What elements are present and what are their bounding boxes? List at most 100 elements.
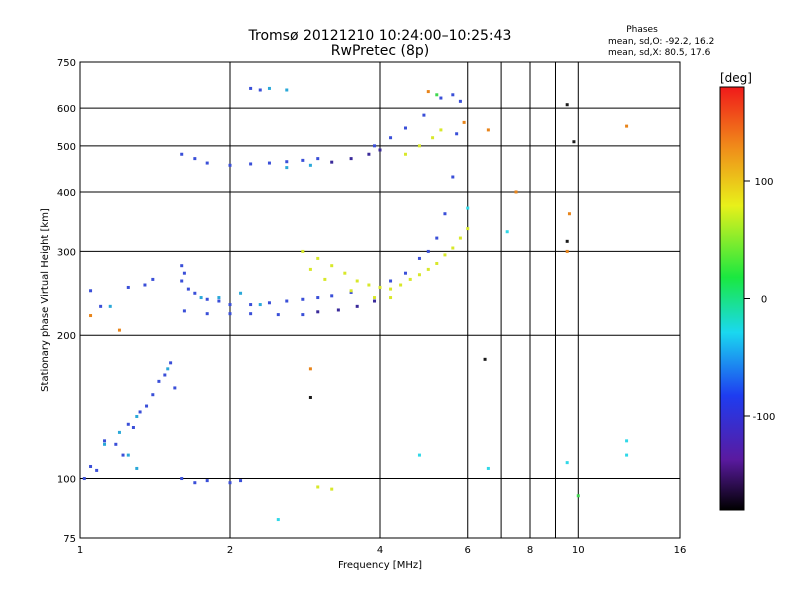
data-point xyxy=(466,206,470,210)
data-point xyxy=(417,144,421,148)
data-point xyxy=(180,477,184,481)
data-point xyxy=(625,439,629,443)
data-point xyxy=(151,393,155,397)
data-point xyxy=(343,271,347,275)
data-point xyxy=(483,357,487,361)
data-point xyxy=(408,277,412,281)
data-point xyxy=(373,299,377,303)
data-point xyxy=(276,313,280,317)
data-point xyxy=(126,453,130,457)
data-point xyxy=(458,236,462,240)
data-point xyxy=(389,279,393,283)
data-point xyxy=(349,289,353,293)
data-point xyxy=(239,479,243,483)
data-point xyxy=(131,425,135,429)
data-point xyxy=(103,439,107,443)
data-point xyxy=(193,481,197,485)
data-point xyxy=(117,430,121,434)
data-point xyxy=(169,361,173,365)
data-point xyxy=(514,190,518,194)
data-point xyxy=(403,271,407,275)
data-point xyxy=(403,152,407,156)
data-point xyxy=(455,132,459,136)
data-point xyxy=(422,113,426,117)
data-point xyxy=(565,103,569,107)
data-point xyxy=(99,304,103,308)
data-point xyxy=(439,128,443,132)
data-point xyxy=(367,283,371,287)
y-tick-label: 500 xyxy=(57,142,76,153)
data-point xyxy=(228,303,232,307)
data-point xyxy=(565,239,569,243)
y-tick-label: 300 xyxy=(57,247,76,258)
data-point xyxy=(378,148,382,152)
data-point xyxy=(316,296,320,300)
data-point xyxy=(126,422,130,426)
data-point xyxy=(301,249,305,253)
data-point xyxy=(301,297,305,301)
data-point xyxy=(308,395,312,399)
colorbar-tick-label: 0 xyxy=(761,295,767,306)
data-point xyxy=(451,246,455,250)
data-point xyxy=(180,152,184,156)
data-point xyxy=(451,93,455,97)
phase-info-x: mean, sd,X: 80.5, 17.6 xyxy=(608,48,711,58)
phase-info-o: mean, sd,O: -92.2, 16.2 xyxy=(608,37,714,47)
data-point xyxy=(143,283,147,287)
data-point xyxy=(285,299,289,303)
data-point xyxy=(285,88,289,92)
data-point xyxy=(301,313,305,317)
data-points xyxy=(82,86,629,522)
data-point xyxy=(389,296,393,300)
data-point xyxy=(138,410,142,414)
data-point xyxy=(367,152,371,156)
data-point xyxy=(121,453,125,457)
data-point xyxy=(267,301,271,305)
data-point xyxy=(466,227,470,231)
data-point xyxy=(217,299,221,303)
data-point xyxy=(308,163,312,167)
data-point xyxy=(316,310,320,314)
data-point xyxy=(199,296,203,300)
data-point xyxy=(435,236,439,240)
data-point xyxy=(417,273,421,277)
data-point xyxy=(285,160,289,164)
data-point xyxy=(316,157,320,161)
data-point xyxy=(458,99,462,103)
data-point xyxy=(451,175,455,179)
colorbar xyxy=(719,86,745,511)
x-tick-label: 2 xyxy=(227,545,233,556)
data-point xyxy=(486,466,490,470)
grid-lines xyxy=(79,61,681,539)
data-point xyxy=(349,157,353,161)
data-point xyxy=(355,304,359,308)
data-point xyxy=(378,285,382,289)
data-point xyxy=(95,468,99,472)
data-point xyxy=(565,461,569,465)
data-point xyxy=(205,297,209,301)
data-point xyxy=(205,312,209,316)
y-tick-label: 400 xyxy=(57,188,76,199)
data-point xyxy=(249,162,253,166)
data-point xyxy=(186,287,190,291)
data-point xyxy=(267,161,271,165)
data-point xyxy=(157,379,161,383)
data-point xyxy=(486,128,490,132)
data-point xyxy=(435,93,439,97)
plot-frame xyxy=(79,61,681,539)
data-point xyxy=(389,136,393,140)
data-point xyxy=(389,287,393,291)
data-point xyxy=(443,212,447,216)
data-point xyxy=(439,96,443,100)
data-point xyxy=(89,289,93,293)
data-point xyxy=(565,249,569,253)
data-point xyxy=(417,256,421,260)
data-point xyxy=(572,140,576,144)
data-point xyxy=(258,88,262,92)
data-point xyxy=(330,264,334,268)
data-point xyxy=(373,144,377,148)
data-point xyxy=(336,308,340,312)
data-point xyxy=(435,261,439,265)
data-point xyxy=(505,230,509,234)
data-point xyxy=(205,161,209,165)
